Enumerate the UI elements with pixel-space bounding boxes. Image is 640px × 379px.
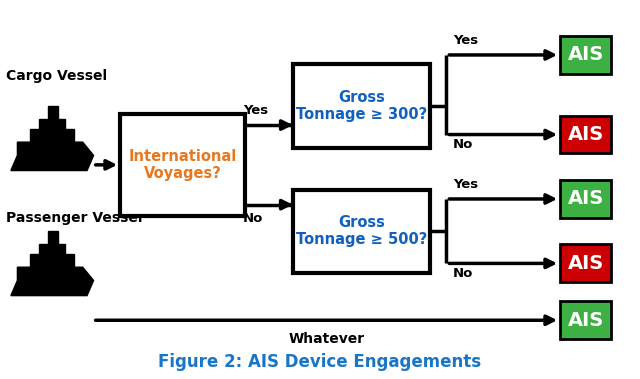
- Text: Passenger Vessel: Passenger Vessel: [6, 211, 143, 225]
- Text: AIS: AIS: [568, 125, 604, 144]
- FancyBboxPatch shape: [560, 244, 611, 282]
- Text: No: No: [453, 267, 473, 280]
- FancyBboxPatch shape: [292, 64, 430, 148]
- Polygon shape: [39, 244, 65, 254]
- Text: No: No: [243, 212, 263, 225]
- Polygon shape: [31, 129, 74, 142]
- Text: Yes: Yes: [243, 105, 269, 117]
- FancyBboxPatch shape: [120, 114, 244, 216]
- Polygon shape: [11, 142, 93, 171]
- Text: Whatever: Whatever: [289, 332, 364, 346]
- Text: Yes: Yes: [453, 34, 478, 47]
- FancyBboxPatch shape: [560, 301, 611, 339]
- Text: AIS: AIS: [568, 254, 604, 273]
- Polygon shape: [48, 231, 58, 244]
- Text: No: No: [453, 138, 473, 151]
- Polygon shape: [39, 119, 65, 129]
- Polygon shape: [31, 254, 74, 267]
- Text: AIS: AIS: [568, 45, 604, 64]
- Polygon shape: [11, 267, 93, 296]
- Text: Yes: Yes: [453, 179, 478, 191]
- Text: AIS: AIS: [568, 311, 604, 330]
- FancyBboxPatch shape: [560, 36, 611, 74]
- FancyBboxPatch shape: [292, 190, 430, 273]
- FancyBboxPatch shape: [560, 180, 611, 218]
- Text: International
Voyages?: International Voyages?: [128, 149, 237, 181]
- Text: Figure 2: AIS Device Engagements: Figure 2: AIS Device Engagements: [159, 354, 481, 371]
- Text: Gross
Tonnage ≥ 300?: Gross Tonnage ≥ 300?: [296, 90, 428, 122]
- FancyBboxPatch shape: [560, 116, 611, 153]
- Text: Gross
Tonnage ≥ 500?: Gross Tonnage ≥ 500?: [296, 215, 428, 247]
- Text: Cargo Vessel: Cargo Vessel: [6, 69, 108, 83]
- Text: AIS: AIS: [568, 190, 604, 208]
- Polygon shape: [48, 106, 58, 119]
